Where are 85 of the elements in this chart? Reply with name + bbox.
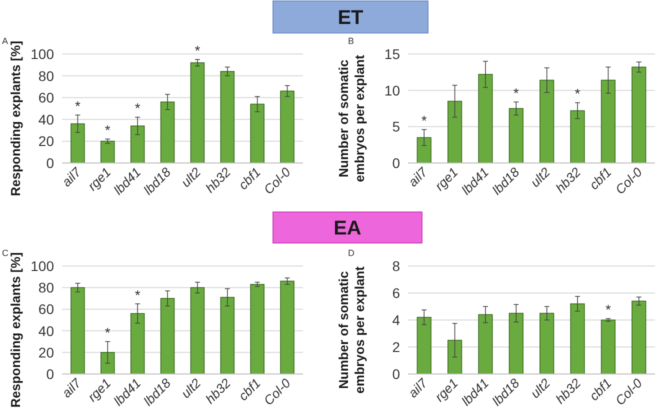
bar	[100, 352, 115, 374]
y-tick-label: 80	[38, 280, 54, 296]
text: ET	[338, 7, 364, 29]
bar	[570, 110, 585, 164]
y-tick-label: 5	[392, 118, 400, 135]
y-tick-label: 4	[392, 312, 400, 328]
x-tick-label: ult2	[528, 374, 554, 401]
text: EA	[334, 218, 362, 240]
x-tick-label: cbf1	[586, 376, 614, 404]
annotation: *	[605, 302, 612, 318]
bar	[70, 287, 85, 374]
text: D	[348, 248, 355, 258]
y-tick-label: 80	[38, 68, 54, 84]
bar	[130, 313, 145, 374]
x-tick-label: ult2	[178, 164, 204, 190]
bar	[250, 104, 264, 164]
y-tick-label: 100	[30, 46, 54, 62]
bar	[70, 123, 85, 164]
bar	[600, 80, 616, 164]
bar	[478, 74, 493, 164]
annotation: *	[194, 42, 201, 58]
bar	[600, 320, 616, 374]
bar	[220, 296, 235, 374]
annotation: *	[574, 86, 581, 102]
y-axis-title: Responding explants [%]	[8, 40, 23, 196]
bar	[416, 316, 432, 374]
bar	[447, 340, 462, 374]
annotation: *	[421, 112, 428, 129]
annotation: *	[74, 98, 81, 114]
x-tick-label: ail7	[58, 164, 84, 190]
x-tick-label: ult2	[528, 164, 554, 190]
bar	[632, 300, 646, 374]
bar	[632, 66, 646, 164]
y-tick-label: 20	[38, 344, 54, 360]
y-tick-label: 0	[392, 366, 400, 382]
bar	[160, 102, 175, 164]
bar	[220, 71, 235, 164]
x-tick-label: ail7	[405, 374, 431, 400]
y-tick-label: 60	[38, 301, 54, 318]
y-tick-label: 0	[46, 366, 54, 382]
bar	[280, 90, 294, 164]
y-tick-label: 15	[384, 46, 400, 62]
y-tick-label: 60	[38, 90, 54, 106]
bar	[540, 312, 554, 374]
text: A	[2, 36, 8, 46]
bar	[280, 280, 294, 374]
y-tick-label: 8	[392, 258, 400, 274]
x-tick-label: cbf1	[235, 376, 264, 404]
y-axis-title: Number of somatic embryos per explant	[336, 54, 367, 182]
bar	[478, 314, 493, 374]
y-tick-label: 40	[38, 322, 54, 339]
text: B	[348, 36, 354, 46]
y-tick-label: 0	[392, 155, 400, 171]
bar	[160, 298, 175, 374]
bar	[190, 62, 205, 164]
bar	[508, 108, 524, 164]
x-tick-label: cbf1	[235, 164, 264, 192]
y-tick-label: 6	[392, 285, 400, 301]
y-tick-label: 2	[392, 339, 400, 355]
bar	[100, 140, 115, 164]
annotation: *	[104, 324, 111, 341]
bar	[508, 312, 524, 374]
x-tick-label: ult2	[178, 374, 204, 401]
annotation: *	[134, 100, 141, 116]
annotation: *	[134, 286, 141, 303]
x-tick-label: ail7	[58, 374, 84, 400]
bar	[250, 284, 264, 374]
x-tick-label: cbf1	[586, 164, 614, 192]
bar	[130, 126, 145, 164]
y-tick-label: 10	[384, 82, 400, 98]
bar	[190, 287, 205, 374]
x-tick-label: ail7	[405, 164, 431, 190]
y-tick-label: 100	[30, 258, 54, 274]
bar	[570, 303, 585, 374]
y-tick-label: 20	[38, 133, 54, 150]
y-tick-label: 0	[46, 155, 54, 171]
text: C	[2, 248, 9, 258]
y-axis-title: Responding explants [%]	[8, 252, 23, 408]
y-axis-title: Number of somatic embryos per explant	[336, 266, 367, 394]
annotation: *	[513, 84, 520, 101]
bar	[447, 100, 462, 164]
y-tick-label: 40	[38, 111, 54, 128]
annotation: *	[104, 122, 111, 138]
bar	[416, 137, 432, 164]
bar	[540, 80, 554, 164]
